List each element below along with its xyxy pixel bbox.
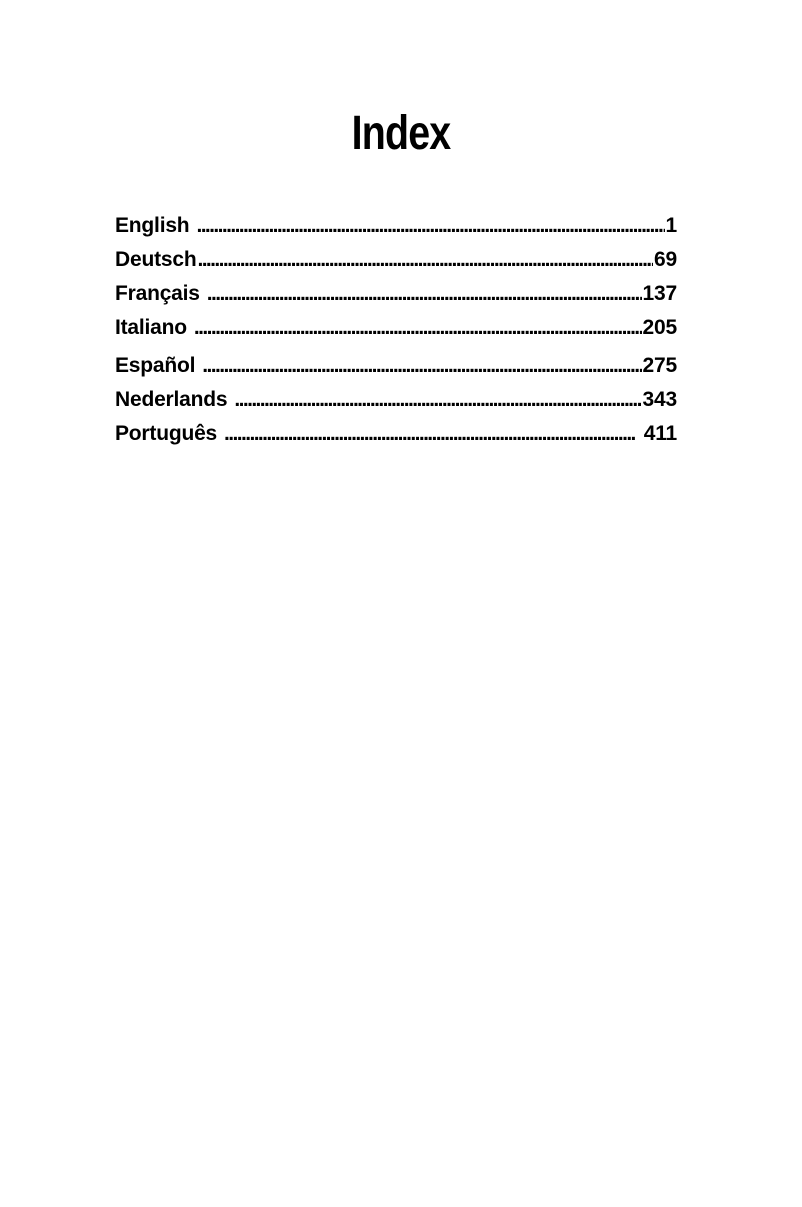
toc-entry-page: 69 (654, 248, 677, 271)
toc-entry-page: 275 (642, 354, 678, 377)
toc-entry-page: 343 (642, 388, 678, 411)
dot-leader: ........................................… (234, 388, 641, 411)
toc-entry-italiano[interactable]: Italiano ...............................… (115, 311, 677, 345)
dot-leader: ........................................… (196, 214, 665, 237)
dot-leader: ........................................… (202, 354, 642, 377)
toc-entry-page: 205 (642, 316, 678, 339)
dot-leader: ........................................… (193, 316, 642, 339)
toc-entry-label: Nederlands (115, 388, 228, 411)
toc-entry-label: Español (115, 354, 196, 377)
toc-entry-espanol[interactable]: Español ................................… (115, 349, 677, 383)
toc-entry-francais[interactable]: Français ...............................… (115, 277, 677, 311)
toc-entry-page: 137 (642, 282, 678, 305)
toc-entry-page: 1 (665, 214, 678, 237)
toc-entry-label: Italiano (115, 316, 187, 339)
dot-leader: ........................................… (206, 282, 642, 305)
toc-entry-page: 411 (643, 422, 677, 445)
dot-leader: ........................................… (224, 422, 635, 445)
toc-entry-deutsch[interactable]: Deutsch ................................… (115, 243, 677, 277)
toc-entry-english[interactable]: English ................................… (115, 209, 677, 243)
toc-entry-portugues[interactable]: Português ..............................… (115, 417, 677, 451)
toc-list: English ................................… (115, 209, 677, 451)
dot-leader: ........................................… (197, 248, 653, 271)
toc-entry-label: Deutsch (115, 248, 197, 271)
page-title: Index (351, 107, 452, 160)
toc-entry-label: Français (115, 282, 200, 305)
toc-entry-label: Português (115, 422, 218, 445)
toc-entry-label: English (115, 214, 190, 237)
toc-entry-nederlands[interactable]: Nederlands .............................… (115, 383, 677, 417)
